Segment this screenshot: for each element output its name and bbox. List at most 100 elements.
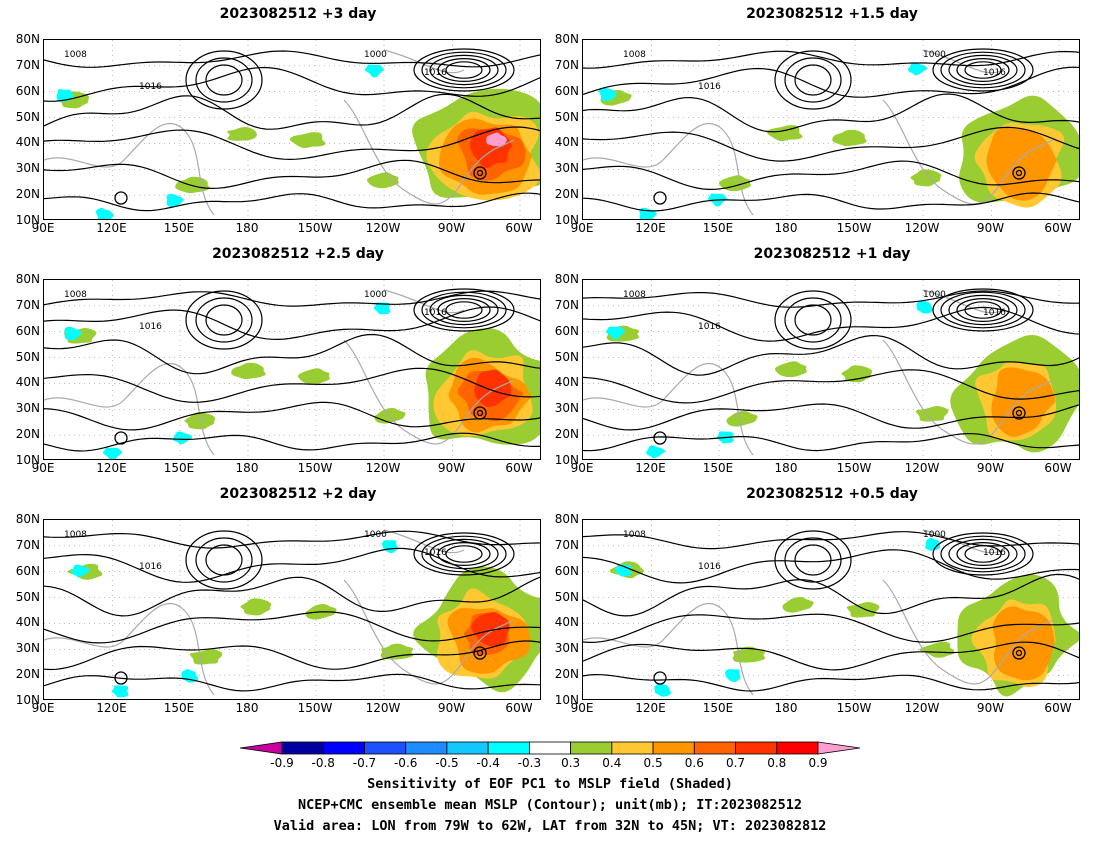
shading-cyan [95, 207, 114, 219]
shading-green-patch [184, 412, 216, 430]
mslp-contour [44, 159, 540, 190]
y-tick-label: 70N [554, 57, 579, 72]
x-tick-label: 150E [163, 221, 195, 235]
colorbar-label: -0.6 [393, 756, 418, 770]
shading-green-patch [726, 410, 758, 427]
shading-green-patch [774, 361, 807, 378]
mslp-contour [44, 547, 540, 583]
colorbar-label: 0.5 [643, 756, 663, 770]
x-tick-label: 120E [635, 701, 666, 715]
contour-label: 1000 [364, 50, 387, 60]
caption-line-3: Valid area: LON from 79W to 62W, LAT fro… [273, 818, 827, 834]
shading-orange [992, 606, 1055, 681]
map-svg: 1008 1016 1000 1016 [583, 280, 1079, 459]
mslp-low-contour [940, 51, 1026, 89]
mslp-low-contour [421, 291, 507, 329]
cyclone-contour [473, 406, 487, 420]
mslp-contour [44, 126, 540, 161]
shading-green-patch [240, 598, 272, 616]
x-tick-label: 120W [904, 461, 940, 475]
colorbar-triangle-left [240, 741, 283, 755]
mslp-low-contour [413, 288, 515, 332]
mslp-low-contour [964, 61, 1002, 79]
shading-green-patch [766, 125, 803, 142]
mslp-low-contour [445, 301, 483, 319]
mslp-low-contour [956, 542, 1010, 566]
shading-cyan [654, 683, 671, 697]
y-tick-label: 20N [554, 187, 579, 202]
colorbar-label: -0.9 [270, 756, 294, 770]
x-tick-label: 120E [96, 701, 127, 715]
y-tick-label: 10N [554, 213, 579, 227]
mslp-low-contour [413, 48, 515, 92]
colorbar-box [487, 741, 530, 755]
mslp-contour [44, 333, 540, 375]
x-tick-label: 60W [505, 701, 533, 715]
mslp-contour [583, 192, 1079, 212]
x-tick-label: 180 [774, 461, 798, 475]
x-tick-label: 90E [31, 701, 55, 715]
shading-cyan [925, 537, 941, 551]
y-tick-label: 10N [15, 453, 40, 467]
mslp-low-contour [948, 54, 1018, 86]
mslp-low-contour [429, 54, 499, 86]
contour-label: 1000 [364, 290, 387, 300]
colorbar-box [735, 741, 778, 755]
shading-red [474, 369, 512, 408]
mslp-low-contour [445, 61, 483, 79]
x-tick-label: 150W [836, 701, 872, 715]
y-tick-label: 70N [15, 537, 40, 552]
mslp-low-contour [948, 294, 1018, 326]
x-tick-label: 90W [437, 701, 466, 715]
shading-green-patch [910, 169, 942, 187]
x-tick-label: 150W [836, 461, 872, 475]
shading-green-patch [732, 646, 766, 663]
cyclone-contour [653, 671, 667, 685]
mslp-low-contour [185, 50, 263, 110]
mslp-contour [44, 576, 540, 617]
map-panel-6: 1008 1016 1000 1016 [582, 519, 1080, 700]
colorbar-label: -0.4 [476, 756, 500, 770]
mslp-contour [583, 573, 1079, 617]
colorbar-label: -0.3 [517, 756, 542, 770]
y-tick-label: 40N [15, 615, 40, 630]
y-tick-label: 60N [15, 83, 40, 98]
shading-cyan [908, 62, 928, 76]
y-tick-label: 80N [554, 32, 579, 46]
colorbar-label: 0.8 [767, 756, 787, 770]
x-tick-label: 120W [365, 461, 401, 475]
shading-cyan [364, 64, 385, 78]
y-tick-label: 30N [15, 641, 40, 656]
y-tick-label: 50N [15, 349, 40, 364]
colorbar-label: 0.6 [684, 756, 704, 770]
mslp-low-contour [940, 291, 1026, 329]
shading-cyan [382, 540, 398, 554]
shading-green-patch [366, 172, 399, 189]
x-tick-label: 90E [570, 461, 594, 475]
shading-cyan [102, 447, 123, 459]
shading-green-patch [832, 129, 867, 147]
mslp-contour [583, 531, 1079, 550]
panel-title-1: 2023082512 +3 day [219, 6, 377, 22]
contour-label: 1000 [923, 290, 946, 300]
caption-line-2: NCEP+CMC ensemble mean MSLP (Contour); u… [298, 797, 802, 813]
mslp-contour [583, 93, 1079, 133]
y-tick-label: 20N [554, 427, 579, 442]
shading-green-patch [718, 175, 751, 192]
contour-label: 1008 [64, 290, 87, 300]
y-tick-label: 10N [554, 453, 579, 467]
y-tick-label: 80N [554, 272, 579, 286]
y-tick-label: 70N [554, 537, 579, 552]
mslp-low-contour [185, 290, 263, 350]
colorbar [240, 741, 860, 755]
map-panel-2: 1008 1016 1000 1016 [582, 39, 1080, 220]
mslp-contour [583, 160, 1079, 191]
contour-label: 1016 [424, 308, 447, 318]
colorbar-box [652, 741, 695, 755]
shading-cyan [173, 431, 193, 445]
cyclone-contour [1012, 646, 1026, 660]
mslp-low-contour [932, 288, 1034, 332]
shading-cyan [646, 445, 666, 459]
x-tick-label: 60W [1044, 461, 1072, 475]
colorbar-label: -0.7 [352, 756, 377, 770]
